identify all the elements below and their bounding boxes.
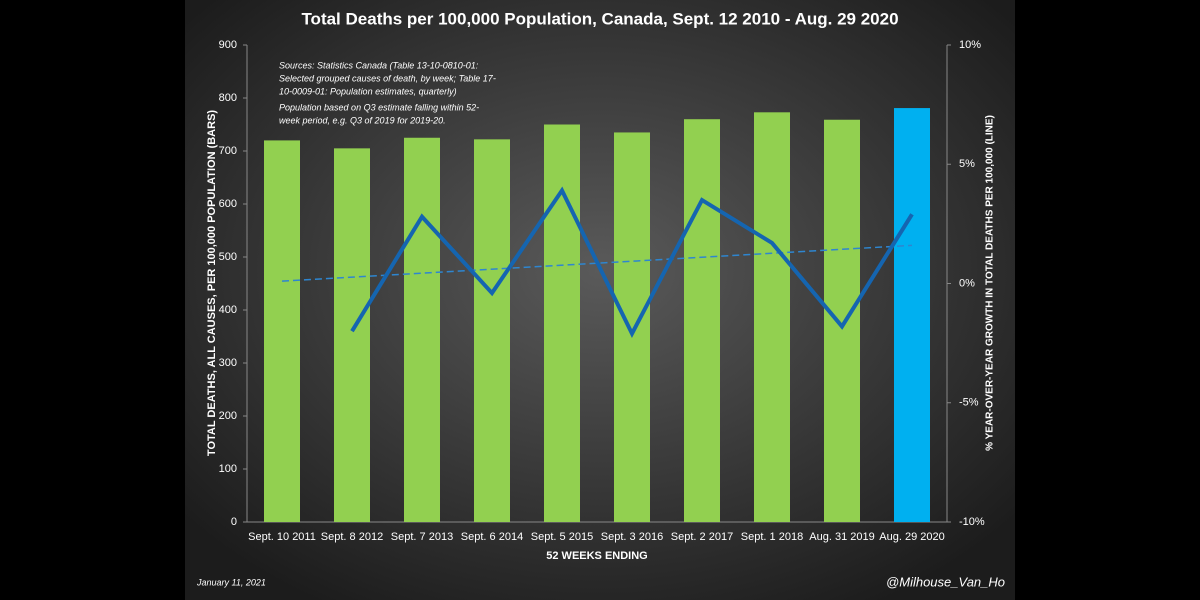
x-tick-label: Sept. 1 2018 xyxy=(741,531,803,543)
x-tick-label: Sept. 7 2013 xyxy=(391,531,453,543)
growth-line xyxy=(350,186,914,339)
y-tick-label: 0 xyxy=(231,516,237,528)
x-tick-label: Sept. 2 2017 xyxy=(671,531,733,543)
note-line: 10-0009-01: Population estimates, quarte… xyxy=(279,86,457,96)
bar xyxy=(824,119,860,522)
date: January 11, 2021 xyxy=(196,577,266,587)
chart-panel xyxy=(185,0,1015,600)
bar xyxy=(404,137,440,522)
bar xyxy=(684,119,720,522)
y-tick-label: 300 xyxy=(219,357,237,369)
note-line: week period, e.g. Q3 of 2019 for 2019-20… xyxy=(279,115,446,125)
x-tick-label: Sept. 5 2015 xyxy=(531,531,593,543)
y-tick-label: 900 xyxy=(219,39,237,51)
x-axis-label: 52 WEEKS ENDING xyxy=(546,550,647,562)
y-tick-label: 100 xyxy=(219,463,237,475)
y2-tick-label: -10% xyxy=(959,516,985,528)
bar xyxy=(754,112,790,522)
bar xyxy=(264,140,300,522)
bar xyxy=(474,139,510,522)
y2-axis-label: % YEAR-OVER-YEAR GROWTH IN TOTAL DEATHS … xyxy=(985,115,996,451)
y-axis-label: TOTAL DEATHS, ALL CAUSES, PER 100,000 PO… xyxy=(206,110,218,456)
y2-tick-label: 5% xyxy=(959,158,975,170)
x-tick-label: Sept. 8 2012 xyxy=(321,531,383,543)
chart-title: Total Deaths per 100,000 Population, Can… xyxy=(301,9,898,28)
bar xyxy=(894,108,930,522)
y-tick-label: 200 xyxy=(219,410,237,422)
credit: @Milhouse_Van_Ho xyxy=(886,574,1005,589)
y2-tick-label: -5% xyxy=(959,397,979,409)
note-line: Population based on Q3 estimate falling … xyxy=(279,102,479,112)
note-line: Sources: Statistics Canada (Table 13-10-… xyxy=(279,60,479,70)
y2-tick-label: 0% xyxy=(959,277,975,289)
y-tick-label: 400 xyxy=(219,304,237,316)
y-tick-label: 700 xyxy=(219,145,237,157)
x-tick-label: Aug. 31 2019 xyxy=(809,531,874,543)
y2-tick-label: 10% xyxy=(959,39,981,51)
x-tick-label: Sept. 3 2016 xyxy=(601,531,663,543)
x-tick-label: Sept. 10 2011 xyxy=(248,531,316,543)
x-tick-label: Sept. 6 2014 xyxy=(461,531,523,543)
bar xyxy=(544,124,580,522)
bar xyxy=(334,148,370,522)
x-tick-label: Aug. 29 2020 xyxy=(879,531,944,543)
bar xyxy=(614,132,650,522)
note-line: Selected grouped causes of death, by wee… xyxy=(279,73,496,83)
y-tick-label: 800 xyxy=(219,92,237,104)
y-tick-label: 600 xyxy=(219,198,237,210)
y-tick-label: 500 xyxy=(219,251,237,263)
